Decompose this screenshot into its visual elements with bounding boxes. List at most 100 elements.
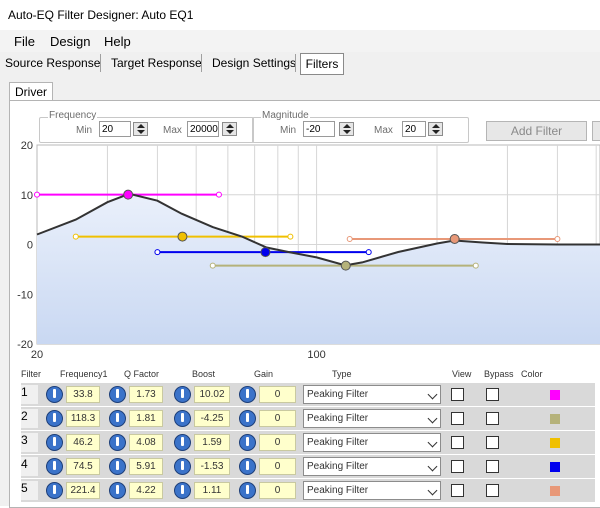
gain-value[interactable]: 0: [259, 482, 296, 499]
filter-type-value: Peaking Filter: [307, 485, 369, 496]
view-checkbox[interactable]: [451, 484, 464, 497]
boost-value[interactable]: 1.11: [194, 482, 230, 499]
header-color: Color: [521, 369, 543, 379]
color-swatch[interactable]: [550, 390, 560, 400]
q-factor-value[interactable]: 1.73: [129, 386, 163, 403]
frequency-value[interactable]: 118.3: [66, 410, 100, 427]
magnitude-min-input[interactable]: -20: [303, 121, 335, 137]
overflow-button[interactable]: [592, 121, 600, 141]
q-factor-knob-icon[interactable]: [109, 434, 126, 451]
add-filter-button[interactable]: Add Filter: [486, 121, 587, 141]
table-row[interactable]: 4 74.5 5.91 -1.53 0 Peaking Filter: [21, 454, 595, 478]
magnitude-max-input[interactable]: 20: [402, 121, 426, 137]
boost-knob-icon[interactable]: [174, 482, 191, 499]
tab-target-response[interactable]: Target Response: [111, 56, 202, 70]
q-factor-knob-icon[interactable]: [109, 410, 126, 427]
row-number: 4: [21, 457, 38, 476]
frequency-value[interactable]: 33.8: [66, 386, 100, 403]
boost-knob-icon[interactable]: [174, 458, 191, 475]
tab-divider: [100, 54, 101, 72]
boost-knob-icon[interactable]: [174, 434, 191, 451]
menu-help[interactable]: Help: [104, 34, 131, 49]
frequency-knob-icon[interactable]: [46, 482, 63, 499]
frequency-knob-icon[interactable]: [46, 458, 63, 475]
menu-design[interactable]: Design: [50, 34, 91, 49]
gain-knob-icon[interactable]: [239, 434, 256, 451]
gain-knob-icon[interactable]: [239, 482, 256, 499]
filter-center-handle: [340, 260, 351, 271]
boost-value[interactable]: -4.25: [194, 410, 230, 427]
menu-bar: File Design Help: [0, 30, 600, 52]
q-factor-value[interactable]: 4.22: [129, 482, 163, 499]
frequency-value[interactable]: 221.4: [66, 482, 100, 499]
q-factor-value[interactable]: 5.91: [129, 458, 163, 475]
table-row[interactable]: 1 33.8 1.73 10.02 0 Peaking Filter: [21, 382, 595, 406]
menu-file[interactable]: File: [14, 34, 35, 49]
filter-type-select[interactable]: Peaking Filter: [303, 433, 441, 452]
boost-value[interactable]: 1.59: [194, 434, 230, 451]
view-checkbox[interactable]: [451, 460, 464, 473]
header-frequency: Frequency1: [60, 369, 108, 379]
gain-knob-icon[interactable]: [239, 410, 256, 427]
view-checkbox[interactable]: [451, 412, 464, 425]
bypass-checkbox[interactable]: [486, 388, 499, 401]
gain-value[interactable]: 0: [259, 434, 296, 451]
tab-source-response[interactable]: Source Response: [5, 56, 101, 70]
color-swatch[interactable]: [550, 486, 560, 496]
frequency-min-spinner[interactable]: [133, 122, 148, 136]
tab-divider: [201, 54, 202, 72]
view-checkbox[interactable]: [451, 388, 464, 401]
boost-knob-icon[interactable]: [174, 410, 191, 427]
filter-type-select[interactable]: Peaking Filter: [303, 385, 441, 404]
gain-value[interactable]: 0: [259, 458, 296, 475]
frequency-value[interactable]: 46.2: [66, 434, 100, 451]
frequency-knob-icon[interactable]: [46, 386, 63, 403]
view-checkbox[interactable]: [451, 436, 464, 449]
magnitude-min-spinner[interactable]: [339, 122, 354, 136]
frequency-value[interactable]: 74.5: [66, 458, 100, 475]
bypass-checkbox[interactable]: [486, 412, 499, 425]
boost-value[interactable]: 10.02: [194, 386, 230, 403]
filter-center-handle: [449, 233, 460, 244]
color-swatch[interactable]: [550, 438, 560, 448]
header-q-factor: Q Factor: [124, 369, 160, 379]
filter-type-select[interactable]: Peaking Filter: [303, 481, 441, 500]
frequency-max-input[interactable]: 20000: [187, 121, 219, 137]
gain-knob-icon[interactable]: [239, 386, 256, 403]
filter-type-select[interactable]: Peaking Filter: [303, 457, 441, 476]
boost-value[interactable]: -1.53: [194, 458, 230, 475]
filter-type-value: Peaking Filter: [307, 389, 369, 400]
magnitude-group-label: Magnitude: [261, 110, 310, 121]
frequency-max-spinner[interactable]: [222, 122, 237, 136]
q-factor-knob-icon[interactable]: [109, 386, 126, 403]
tab-design-settings[interactable]: Design Settings: [212, 56, 297, 70]
boost-knob-icon[interactable]: [174, 386, 191, 403]
filter-type-value: Peaking Filter: [307, 413, 369, 424]
table-row[interactable]: 3 46.2 4.08 1.59 0 Peaking Filter: [21, 430, 595, 454]
q-factor-value[interactable]: 4.08: [129, 434, 163, 451]
frequency-min-input[interactable]: 20: [99, 121, 131, 137]
gain-value[interactable]: 0: [259, 410, 296, 427]
magnitude-max-spinner[interactable]: [428, 122, 443, 136]
gain-knob-icon[interactable]: [239, 458, 256, 475]
filter-type-select[interactable]: Peaking Filter: [303, 409, 441, 428]
color-swatch[interactable]: [550, 414, 560, 424]
filter-bandwidth-handle: [34, 191, 40, 198]
q-factor-knob-icon[interactable]: [109, 458, 126, 475]
table-row[interactable]: 5 221.4 4.22 1.11 0 Peaking Filter: [21, 478, 595, 502]
frequency-knob-icon[interactable]: [46, 434, 63, 451]
bypass-checkbox[interactable]: [486, 460, 499, 473]
q-factor-value[interactable]: 1.81: [129, 410, 163, 427]
frequency-knob-icon[interactable]: [46, 410, 63, 427]
color-swatch[interactable]: [550, 462, 560, 472]
table-row[interactable]: 2 118.3 1.81 -4.25 0 Peaking Filter: [21, 406, 595, 430]
bypass-checkbox[interactable]: [486, 436, 499, 449]
tab-filters[interactable]: Filters: [300, 53, 344, 75]
q-factor-knob-icon[interactable]: [109, 482, 126, 499]
gain-value[interactable]: 0: [259, 386, 296, 403]
bypass-checkbox[interactable]: [486, 484, 499, 497]
frequency-group: Frequency Min 20 Max 20000: [39, 110, 254, 143]
tab-driver[interactable]: Driver: [9, 82, 53, 102]
header-filter: Filter: [21, 369, 41, 379]
